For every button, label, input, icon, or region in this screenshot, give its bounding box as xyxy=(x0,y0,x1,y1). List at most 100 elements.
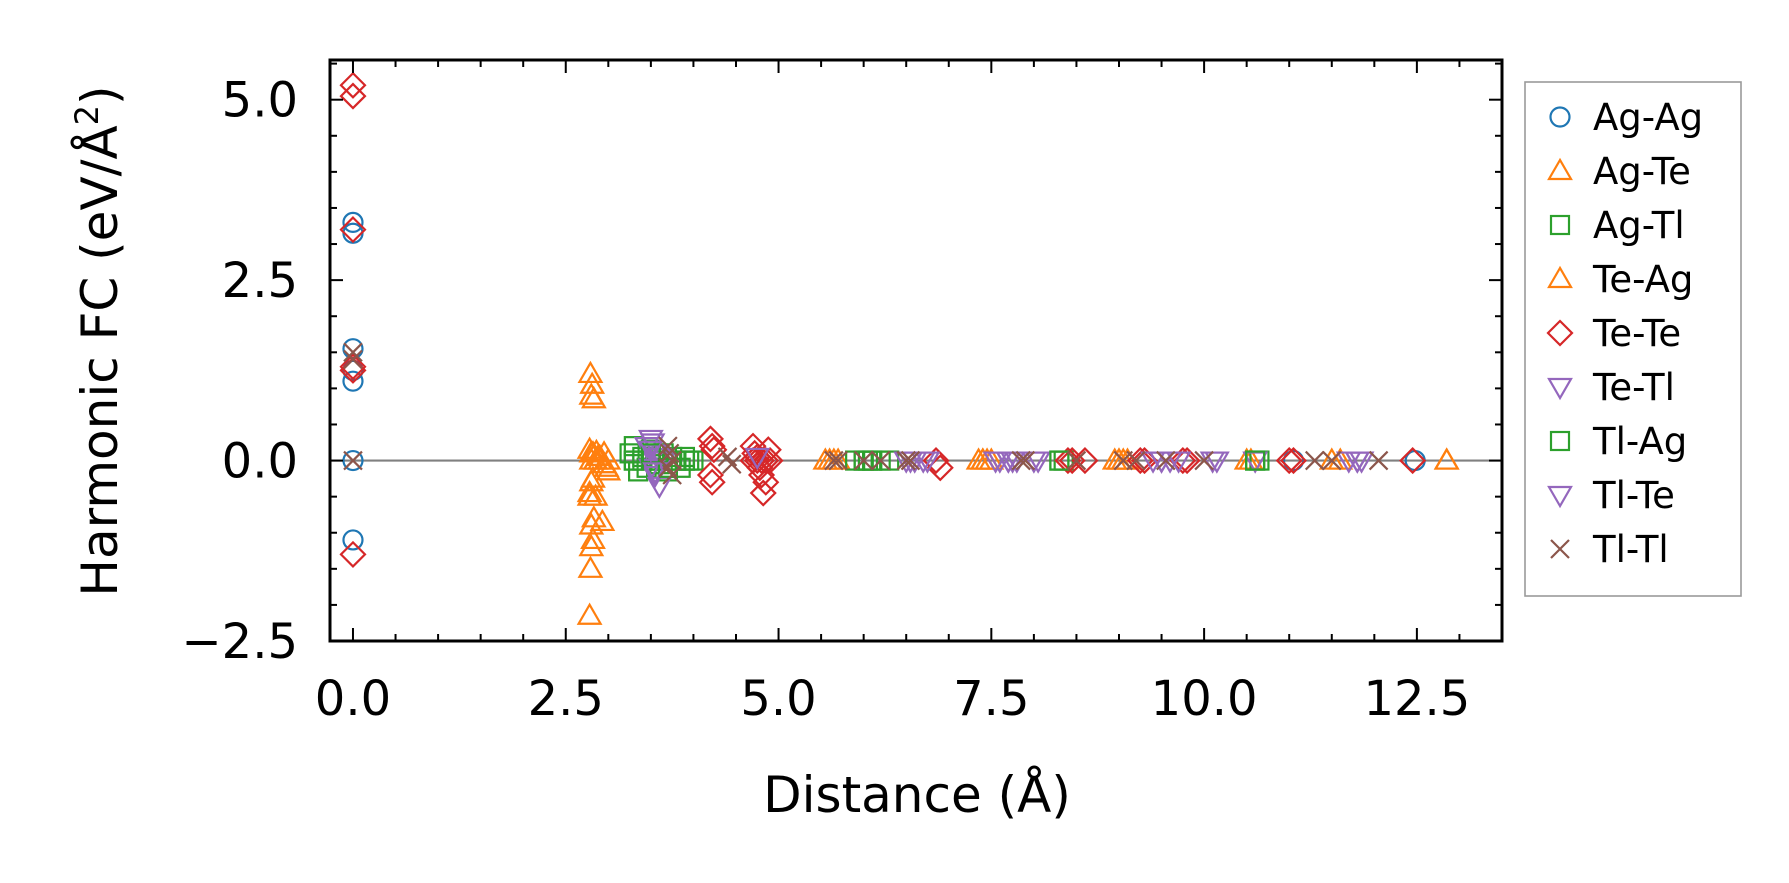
legend-marker-tl-ag xyxy=(1549,430,1571,452)
point-te-te xyxy=(339,71,367,99)
point-tl-tl xyxy=(853,450,874,471)
point-te-tl xyxy=(1165,451,1192,474)
point-tl-tl xyxy=(343,450,363,471)
x-tick-label: 2.5 xyxy=(528,671,604,727)
legend-marker-ag-te xyxy=(1547,157,1573,181)
point-te-te xyxy=(1279,447,1308,475)
point-ag-ag xyxy=(342,222,364,244)
point-ag-te xyxy=(578,533,605,557)
point-tl-tl xyxy=(1304,450,1325,471)
point-te-ag xyxy=(576,483,603,506)
point-te-te xyxy=(339,216,367,244)
y-tick-label: −2.5 xyxy=(181,614,298,670)
point-ag-te xyxy=(589,508,616,532)
point-tl-tl xyxy=(1368,450,1389,471)
point-te-te xyxy=(700,436,728,464)
legend-marker-te-te xyxy=(1546,319,1574,347)
point-ag-te xyxy=(576,479,603,503)
legend-label-tl-ag: Tl-Ag xyxy=(1592,420,1687,463)
legend-label-ag-te: Ag-Te xyxy=(1593,150,1691,193)
point-tl-te xyxy=(995,451,1022,474)
point-tl-tl xyxy=(721,454,742,474)
point-tl-tl xyxy=(658,436,678,456)
point-tl-tl xyxy=(343,342,363,363)
point-te-tl xyxy=(1025,451,1052,474)
point-tl-tl xyxy=(1015,450,1036,471)
point-tl-tl xyxy=(1066,450,1087,471)
legend: Ag-Ag Ag-Te Ag-Tl Te-Ag Te-Te Te-Tl Tl-Ag Tl-Te… xyxy=(1524,81,1742,597)
point-te-ag xyxy=(595,447,622,470)
y-tick-label: 2.5 xyxy=(222,253,298,309)
plot-frame xyxy=(328,58,1504,643)
x-tick-label: 10.0 xyxy=(1151,671,1258,727)
legend-frame xyxy=(1524,81,1742,597)
point-te-te xyxy=(1399,447,1427,475)
point-te-te xyxy=(922,447,950,475)
point-te-te xyxy=(696,425,725,453)
point-tl-tl xyxy=(1011,450,1031,471)
point-tl-tl xyxy=(1156,450,1176,471)
point-tl-tl xyxy=(896,450,916,471)
point-te-te xyxy=(1071,447,1099,475)
point-tl-te xyxy=(1344,451,1371,474)
point-te-te xyxy=(698,432,726,460)
legend-marker-te-tl xyxy=(1547,377,1573,401)
point-te-te xyxy=(698,468,726,496)
legend-label-ag-tl: Ag-Tl xyxy=(1593,204,1685,247)
x-axis-label: Distance (Å) xyxy=(763,766,1071,824)
point-te-te xyxy=(754,436,782,464)
x-tick-label: 7.5 xyxy=(953,671,1029,727)
point-tl-ag xyxy=(1049,450,1070,471)
point-ag-ag xyxy=(342,211,364,233)
point-te-te xyxy=(1275,447,1303,475)
point-tl-tl xyxy=(1194,450,1214,471)
legend-marker-tl-te xyxy=(1547,485,1573,509)
point-ag-te xyxy=(578,512,605,535)
legend-label-te-tl: Te-Tl xyxy=(1592,366,1675,409)
point-te-ag xyxy=(591,450,617,474)
point-ag-ag xyxy=(342,449,364,472)
point-te-te xyxy=(743,447,771,475)
legend-marker-ag-tl xyxy=(1549,214,1571,236)
legend-marker-ag-ag xyxy=(1549,106,1571,128)
point-tl-tl xyxy=(870,450,891,471)
point-tl-tl xyxy=(1126,450,1146,471)
legend-label-te-ag: Te-Ag xyxy=(1592,258,1693,301)
point-tl-tl xyxy=(662,465,682,485)
legend-label-te-te: Te-Te xyxy=(1592,312,1681,355)
point-ag-te xyxy=(577,360,604,384)
legend-label-ag-ag: Ag-Ag xyxy=(1593,96,1703,139)
point-ag-ag xyxy=(1282,449,1305,472)
point-te-te xyxy=(696,461,725,489)
point-tl-te xyxy=(642,462,669,485)
legend-marker-te-ag xyxy=(1547,265,1573,289)
point-ag-te xyxy=(576,602,603,625)
point-ag-te xyxy=(1433,447,1460,470)
point-tl-ag xyxy=(1245,450,1266,471)
y-tick-label: 0.0 xyxy=(222,434,298,490)
point-ag-te xyxy=(580,526,606,550)
point-tl-tl xyxy=(343,349,363,370)
point-te-te xyxy=(339,353,367,381)
point-te-te xyxy=(1169,447,1197,475)
x-tick-label: 12.5 xyxy=(1363,671,1470,727)
legend-label-tl-tl: Tl-Tl xyxy=(1592,528,1669,571)
point-te-tl xyxy=(914,451,941,474)
x-tick-label: 0.0 xyxy=(315,671,391,727)
point-te-te xyxy=(747,447,776,475)
point-tl-tl xyxy=(824,450,844,471)
point-te-tl xyxy=(744,447,771,471)
y-axis-label: Harmonic FC (eV/Å2) xyxy=(68,85,129,596)
point-te-te xyxy=(752,468,780,496)
y-tick-label: 5.0 xyxy=(222,73,298,129)
point-tl-tl xyxy=(900,450,921,471)
x-tick-label: 5.0 xyxy=(740,671,816,727)
point-ag-te xyxy=(577,555,604,578)
point-te-te xyxy=(749,479,777,507)
point-te-tl xyxy=(1203,451,1230,474)
point-tl-tl xyxy=(828,450,848,471)
point-ag-te xyxy=(580,386,607,409)
point-tl-te xyxy=(637,440,664,463)
point-ag-ag xyxy=(342,370,364,392)
